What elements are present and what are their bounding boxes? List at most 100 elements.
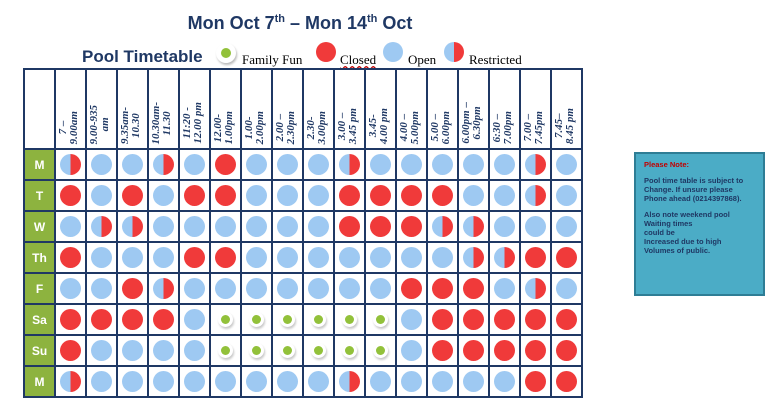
time-slot-label: 5.00 – 6.00pm bbox=[429, 110, 452, 144]
status-cell bbox=[519, 272, 552, 305]
closed-status-icon bbox=[525, 371, 546, 392]
closed-status-icon bbox=[215, 185, 236, 206]
restricted-status-icon bbox=[339, 371, 360, 392]
restricted-status-icon bbox=[60, 154, 81, 175]
closed-status-icon bbox=[525, 309, 546, 330]
open-status-icon bbox=[370, 371, 391, 392]
status-cell bbox=[240, 272, 273, 305]
status-cell bbox=[240, 179, 273, 212]
time-slot-header: 7.45– 8.45 pm bbox=[550, 68, 583, 150]
restricted-status-icon bbox=[122, 216, 143, 237]
closed-status-icon bbox=[525, 340, 546, 361]
time-slot-label: 1.00- 2.00pm bbox=[243, 110, 266, 144]
open-status-icon bbox=[91, 278, 112, 299]
family-fun-status-icon bbox=[280, 343, 295, 358]
open-status-icon bbox=[339, 247, 360, 268]
closed-status-icon bbox=[432, 278, 453, 299]
status-cell bbox=[426, 365, 459, 398]
closed-status-icon bbox=[91, 309, 112, 330]
status-cell bbox=[302, 303, 335, 336]
open-status-icon bbox=[339, 278, 360, 299]
time-slot-label: 11:20 - 12.00 pm bbox=[181, 102, 204, 144]
open-status-icon bbox=[122, 154, 143, 175]
closed-status-icon bbox=[370, 185, 391, 206]
status-cell bbox=[116, 303, 149, 336]
status-cell bbox=[333, 334, 366, 367]
status-cell bbox=[550, 334, 583, 367]
closed-status-icon bbox=[432, 309, 453, 330]
status-cell bbox=[209, 365, 242, 398]
open-status-icon bbox=[246, 185, 267, 206]
time-slot-header-row: 7 – 9.00am 9.00-935 am 9.35am- 10.30 10.30a… bbox=[23, 68, 583, 150]
status-cell bbox=[426, 334, 459, 367]
status-cell bbox=[457, 179, 490, 212]
time-slot-label: 3.45- 4.00 pm bbox=[367, 107, 390, 144]
time-slot-label: 6:30 – 7.00pm bbox=[491, 110, 514, 144]
closed-status-icon bbox=[525, 247, 546, 268]
table-row: M bbox=[23, 148, 583, 181]
family-fun-status-icon bbox=[342, 343, 357, 358]
time-slot-header: 7.00 – 7.45pm bbox=[519, 68, 552, 150]
status-cell bbox=[209, 210, 242, 243]
status-cell bbox=[147, 365, 180, 398]
open-status-icon bbox=[153, 247, 174, 268]
restricted-status-icon bbox=[432, 216, 453, 237]
status-cell bbox=[147, 334, 180, 367]
note-text-2: Also note weekend pool Waiting times cou… bbox=[644, 210, 730, 255]
family-fun-status-icon bbox=[249, 343, 264, 358]
status-cell bbox=[85, 272, 118, 305]
status-cell bbox=[457, 272, 490, 305]
status-cell bbox=[364, 241, 397, 274]
status-cell bbox=[395, 303, 428, 336]
status-cell bbox=[333, 303, 366, 336]
closed-status-icon bbox=[494, 340, 515, 361]
restricted-icon bbox=[444, 42, 464, 62]
status-cell bbox=[364, 210, 397, 243]
restricted-status-icon bbox=[153, 278, 174, 299]
day-label: F bbox=[23, 272, 56, 305]
status-cell bbox=[519, 365, 552, 398]
open-status-icon bbox=[556, 185, 577, 206]
open-status-icon bbox=[246, 216, 267, 237]
open-status-icon bbox=[153, 185, 174, 206]
status-cell bbox=[550, 272, 583, 305]
status-cell bbox=[488, 179, 521, 212]
status-cell bbox=[271, 365, 304, 398]
status-cell bbox=[147, 303, 180, 336]
time-slot-header: 2.00 – 2.30pm bbox=[271, 68, 304, 150]
time-slot-header: 1.00- 2.00pm bbox=[240, 68, 273, 150]
open-status-icon bbox=[401, 154, 422, 175]
family-fun-status-icon bbox=[218, 343, 233, 358]
status-cell bbox=[147, 179, 180, 212]
table-row: F bbox=[23, 272, 583, 305]
family-fun-status-icon bbox=[249, 312, 264, 327]
legend-open: Open bbox=[408, 52, 437, 67]
status-cell bbox=[302, 241, 335, 274]
closed-status-icon bbox=[339, 185, 360, 206]
status-cell bbox=[395, 272, 428, 305]
time-slot-header: 7 – 9.00am bbox=[54, 68, 87, 150]
status-cell bbox=[271, 303, 304, 336]
open-status-icon bbox=[277, 154, 298, 175]
status-cell bbox=[54, 303, 87, 336]
status-cell bbox=[209, 272, 242, 305]
time-slot-header: 4.00 – 5.00pm bbox=[395, 68, 428, 150]
status-cell bbox=[54, 365, 87, 398]
status-cell bbox=[209, 303, 242, 336]
open-status-icon bbox=[184, 278, 205, 299]
time-slot-header: 12.00- 1.00pm bbox=[209, 68, 242, 150]
closed-status-icon bbox=[556, 309, 577, 330]
status-cell bbox=[488, 365, 521, 398]
status-cell bbox=[550, 148, 583, 181]
status-cell bbox=[147, 241, 180, 274]
open-status-icon bbox=[556, 278, 577, 299]
status-cell bbox=[550, 303, 583, 336]
day-label: Su bbox=[23, 334, 56, 367]
open-status-icon bbox=[308, 371, 329, 392]
status-cell bbox=[550, 241, 583, 274]
open-status-icon bbox=[122, 371, 143, 392]
status-cell bbox=[457, 303, 490, 336]
status-cell bbox=[271, 241, 304, 274]
open-status-icon bbox=[277, 278, 298, 299]
open-status-icon bbox=[556, 216, 577, 237]
